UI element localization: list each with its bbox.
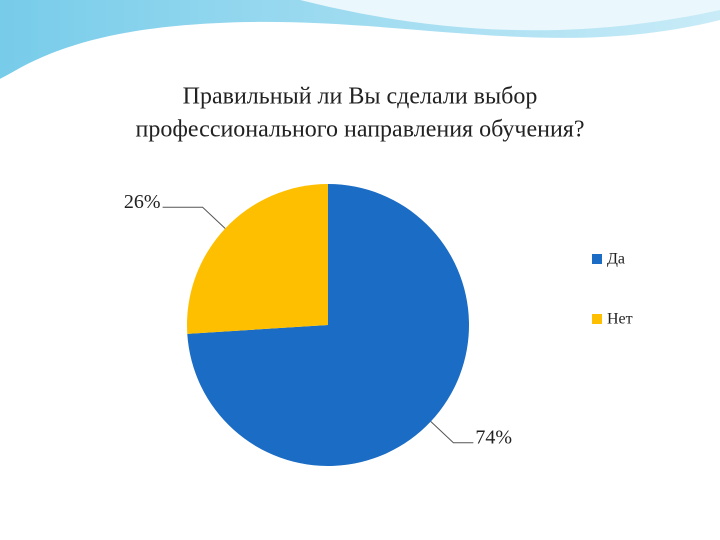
chart-title: Правильный ли Вы сделали выбор [183,84,538,110]
legend-label: Да [607,251,625,268]
leader-line [430,421,474,444]
chart-title: профессионального направления обучения? [136,117,585,143]
legend-swatch [592,254,602,264]
pie-slice [187,184,469,466]
pie-slice [187,184,328,334]
data-label: 26% [124,191,161,213]
header-wave-light [300,0,720,31]
wave-line [0,26,301,81]
legend-swatch [592,314,602,324]
leader-line [162,206,226,229]
legend-label: Нет [607,311,633,328]
data-label: 74% [475,426,512,448]
